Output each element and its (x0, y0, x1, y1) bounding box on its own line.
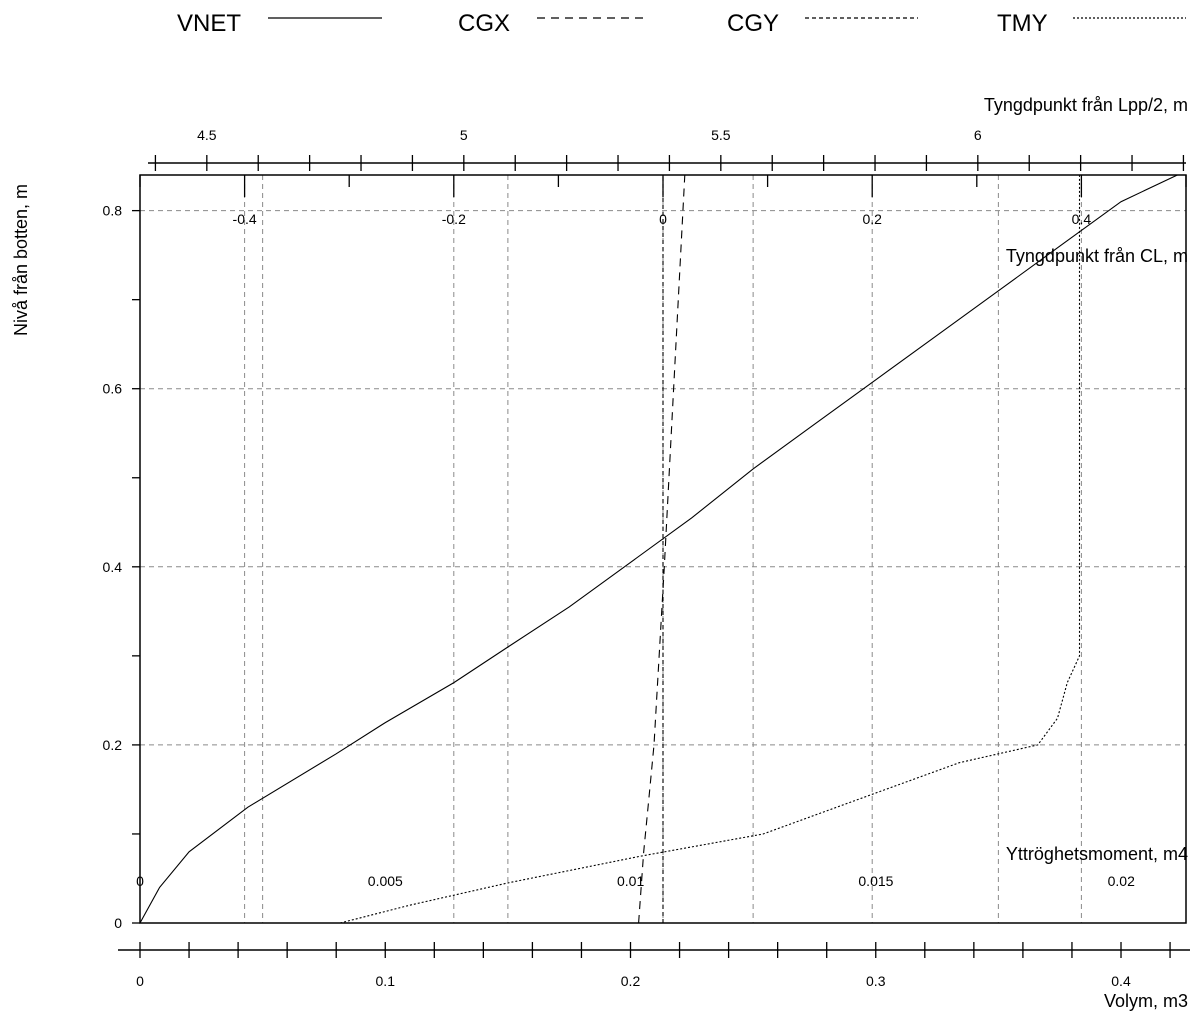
cl-axis-title: Tyngdpunkt från CL, m (1006, 246, 1188, 266)
volume-tick-label-0-4: 0.4 (1111, 973, 1131, 989)
gridlines (140, 175, 1186, 923)
legend-label-vnet: VNET (177, 10, 241, 37)
lpp-tick-label-5: 5 (460, 127, 468, 143)
legend: VNET CGX CGY TMY (177, 10, 1186, 37)
cl-tick-label-0-4: 0.4 (1072, 211, 1092, 227)
series (139, 174, 1178, 924)
cl-tick-label-0-4: -0.4 (233, 211, 257, 227)
volume-axis-title: Volym, m3 (1104, 991, 1188, 1011)
lpp-tick-label-4-5: 4.5 (197, 127, 217, 143)
volume-tick-label-0-2: 0.2 (621, 973, 641, 989)
series-line-tmy (340, 175, 1081, 924)
moment-tick-label-0-015: 0.015 (858, 873, 893, 889)
legend-label-cgx: CGX (458, 10, 510, 37)
volume-tick-label-0-3: 0.3 (866, 973, 886, 989)
cl-tick-label-0-2: 0.2 (862, 211, 882, 227)
series-line-cgx (638, 174, 686, 924)
y-tick-label-0-6: 0.6 (103, 381, 123, 397)
moment-tick-label-0-005: 0.005 (368, 873, 403, 889)
moment-tick-label-0: 0 (136, 873, 144, 889)
axes: 0 0.2 0.4 0.6 0.8 0 0.1 0.2 0.3 0.4 0 0.005 0.01 0.01… (103, 127, 1190, 989)
y-tick-label-0-4: 0.4 (103, 559, 123, 575)
volume-tick-label-0: 0 (136, 973, 144, 989)
legend-label-tmy: TMY (997, 10, 1048, 37)
cl-tick-label-0-2: -0.2 (442, 211, 466, 227)
lpp-axis-title: Tyngdpunkt från Lpp/2, m (984, 95, 1188, 115)
volume-tick-label-0-1: 0.1 (376, 973, 396, 989)
y-tick-label-0-2: 0.2 (103, 737, 123, 753)
lpp-tick-label-6: 6 (974, 127, 982, 143)
moment-tick-label-0-01: 0.01 (617, 873, 644, 889)
series-line-vnet (139, 174, 1178, 924)
legend-label-cgy: CGY (727, 10, 779, 37)
moment-tick-label-0-02: 0.02 (1108, 873, 1135, 889)
y-tick-label-0: 0 (114, 915, 122, 931)
lpp-tick-label-5-5: 5.5 (711, 127, 731, 143)
y-axis-title: Nivå från botten, m (11, 184, 31, 336)
y-tick-label-0-8: 0.8 (103, 203, 123, 219)
moment-axis-title: Yttröghetsmoment, m4 (1006, 844, 1188, 864)
